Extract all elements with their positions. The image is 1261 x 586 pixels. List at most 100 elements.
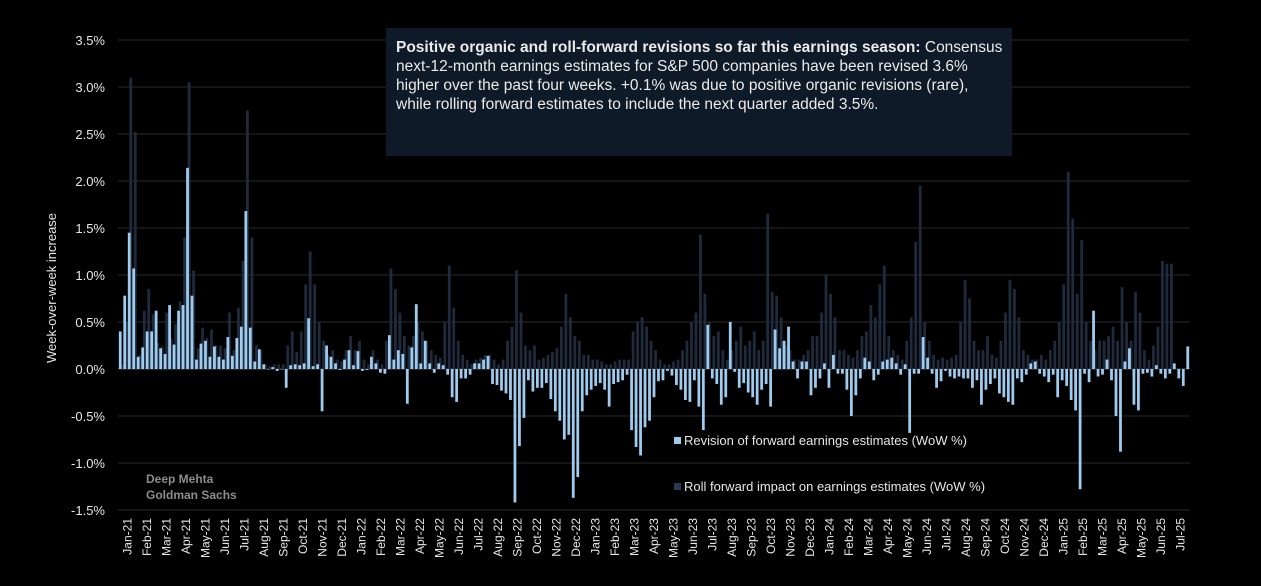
bar-rollforward — [183, 237, 186, 369]
bar-organic — [657, 369, 660, 382]
bar-organic — [1056, 369, 1060, 398]
bar-rollforward — [272, 364, 276, 369]
bar-organic — [226, 337, 230, 369]
bar-rollforward — [918, 185, 922, 369]
bar-organic — [248, 327, 252, 369]
bar-organic — [1181, 369, 1185, 386]
bar-rollforward — [1169, 263, 1173, 369]
bar-rollforward — [820, 312, 823, 369]
x-tick-label: Jul-25 — [1173, 518, 1187, 551]
y-tick-label: 2.5% — [75, 127, 105, 142]
bar-organic — [459, 369, 463, 379]
bar-organic — [728, 322, 732, 369]
bar-organic — [414, 304, 418, 369]
x-tick-label: Dec-24 — [1037, 518, 1051, 557]
bar-rollforward — [636, 322, 640, 369]
bar-organic — [562, 369, 566, 440]
bar-organic — [1078, 369, 1082, 490]
bar-rollforward — [676, 359, 680, 369]
bar-organic — [684, 369, 687, 401]
bar-organic — [168, 305, 171, 369]
bar-organic — [1087, 369, 1091, 383]
bar-organic — [311, 366, 315, 369]
bar-organic — [500, 369, 503, 391]
bar-rollforward — [1165, 263, 1169, 369]
legend-label-rollforward: Roll forward impact on earnings estimate… — [684, 479, 985, 494]
bar-rollforward — [703, 293, 707, 369]
bar-organic — [482, 359, 485, 369]
bar-rollforward — [219, 345, 222, 369]
bar-rollforward — [685, 340, 689, 369]
bar-organic — [872, 369, 876, 381]
bar-rollforward — [1178, 369, 1182, 370]
bar-rollforward — [228, 312, 231, 369]
bar-rollforward — [1035, 359, 1039, 369]
bar-rollforward — [420, 331, 424, 369]
bar-organic — [1154, 365, 1158, 369]
bar-organic — [773, 329, 777, 369]
bar-rollforward — [519, 312, 523, 369]
bar-organic — [1186, 346, 1190, 369]
x-tick-label: Jun-25 — [1154, 518, 1168, 555]
bar-rollforward — [793, 359, 797, 369]
bar-rollforward — [151, 314, 155, 369]
bar-rollforward — [622, 359, 626, 369]
x-tick-label: Feb-24 — [842, 518, 856, 556]
bar-rollforward — [1089, 340, 1093, 369]
bar-rollforward — [344, 350, 348, 369]
bar-organic — [244, 211, 248, 369]
bar-organic — [419, 363, 423, 369]
bar-organic — [1024, 369, 1028, 375]
bar-rollforward — [290, 331, 294, 369]
bar-organic — [670, 369, 674, 376]
y-axis: 3.5% 3.0% 2.5% 2.0% 1.5% 1.0% 0.5% 0.0% -0.5% -1.… — [71, 33, 105, 518]
x-tick-label: Nov-23 — [783, 518, 797, 557]
bar-organic — [177, 310, 180, 369]
bar-organic — [809, 369, 813, 396]
annotation-heading: Positive organic and roll-forward revisi… — [396, 39, 921, 56]
bar-organic — [172, 344, 176, 369]
bar-organic — [585, 369, 589, 396]
bar-rollforward — [582, 354, 586, 369]
bar-organic — [957, 369, 961, 377]
bar-rollforward — [210, 329, 213, 369]
bar-organic — [782, 340, 786, 369]
bar-rollforward — [555, 348, 559, 369]
bar-organic — [926, 357, 929, 369]
bar-organic — [441, 365, 445, 369]
bar-organic — [473, 363, 476, 369]
bar-organic — [181, 305, 185, 369]
bar-rollforward — [367, 364, 370, 369]
bar-rollforward — [142, 310, 146, 369]
bar-rollforward — [286, 345, 290, 369]
bar-rollforward — [972, 340, 976, 369]
bar-organic — [787, 326, 790, 369]
bar-rollforward — [734, 340, 738, 369]
bar-rollforward — [716, 331, 720, 369]
x-tick-label: Jun-24 — [920, 518, 934, 555]
bar-rollforward — [376, 359, 379, 369]
bar-rollforward — [658, 359, 662, 369]
bar-rollforward — [129, 77, 133, 369]
bar-organic — [953, 369, 956, 379]
bar-organic — [881, 361, 885, 369]
x-tick-label: Jan-24 — [822, 518, 836, 555]
x-tick-label: Jun-23 — [686, 518, 700, 555]
y-axis-label: Week-over-week increase — [44, 213, 59, 363]
bar-rollforward — [313, 284, 317, 369]
bar-organic — [159, 348, 163, 369]
bar-rollforward — [743, 345, 747, 369]
bar-rollforward — [604, 364, 608, 369]
bar-rollforward — [797, 359, 801, 369]
bar-organic — [513, 369, 517, 503]
bar-organic — [1141, 369, 1145, 374]
annotation-body: Consensus next-12-month earnings estimat… — [396, 39, 1003, 113]
bar-rollforward — [120, 364, 124, 369]
bar-organic — [518, 369, 521, 447]
bar-rollforward — [905, 340, 909, 369]
bar-organic — [1042, 369, 1046, 377]
bar-rollforward — [1071, 218, 1075, 369]
bar-rollforward — [497, 364, 500, 369]
bar-rollforward — [842, 350, 846, 369]
x-tick-label: Feb-21 — [140, 518, 154, 556]
